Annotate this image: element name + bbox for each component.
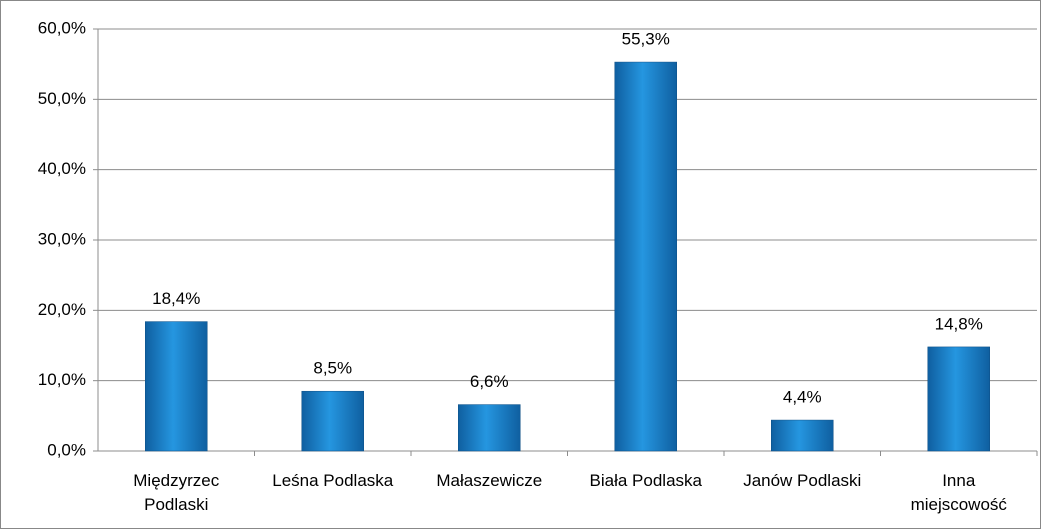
value-label: 4,4%: [783, 388, 822, 407]
value-label: 8,5%: [313, 359, 352, 378]
value-label: 55,3%: [622, 30, 670, 49]
y-tick-label: 20,0%: [38, 300, 86, 319]
x-tick-label: Biała Podlaska: [589, 471, 702, 490]
y-tick-label: 60,0%: [38, 18, 86, 37]
x-tick-label: Janów Podlaski: [743, 471, 862, 490]
y-tick-label: 40,0%: [38, 159, 86, 178]
y-tick-label: 0,0%: [47, 440, 86, 459]
value-label: 18,4%: [152, 289, 200, 308]
bar: [927, 346, 990, 452]
x-tick-label: Leśna Podlaska: [272, 471, 394, 490]
y-tick-label: 10,0%: [38, 370, 86, 389]
x-tick-label: Międzyrzec Podlaski: [133, 471, 220, 514]
y-tick-label: 30,0%: [38, 229, 86, 248]
bar: [301, 390, 364, 452]
bar: [614, 61, 677, 452]
value-label: 6,6%: [470, 372, 509, 391]
y-tick-label: 50,0%: [38, 89, 86, 108]
x-tick-label: Małaszewicze: [436, 471, 543, 490]
bar: [458, 404, 521, 452]
value-label: 14,8%: [935, 314, 983, 333]
x-tick-label: Inna miejscowość: [910, 471, 1007, 514]
bar: [771, 419, 834, 452]
bar: [145, 321, 208, 452]
